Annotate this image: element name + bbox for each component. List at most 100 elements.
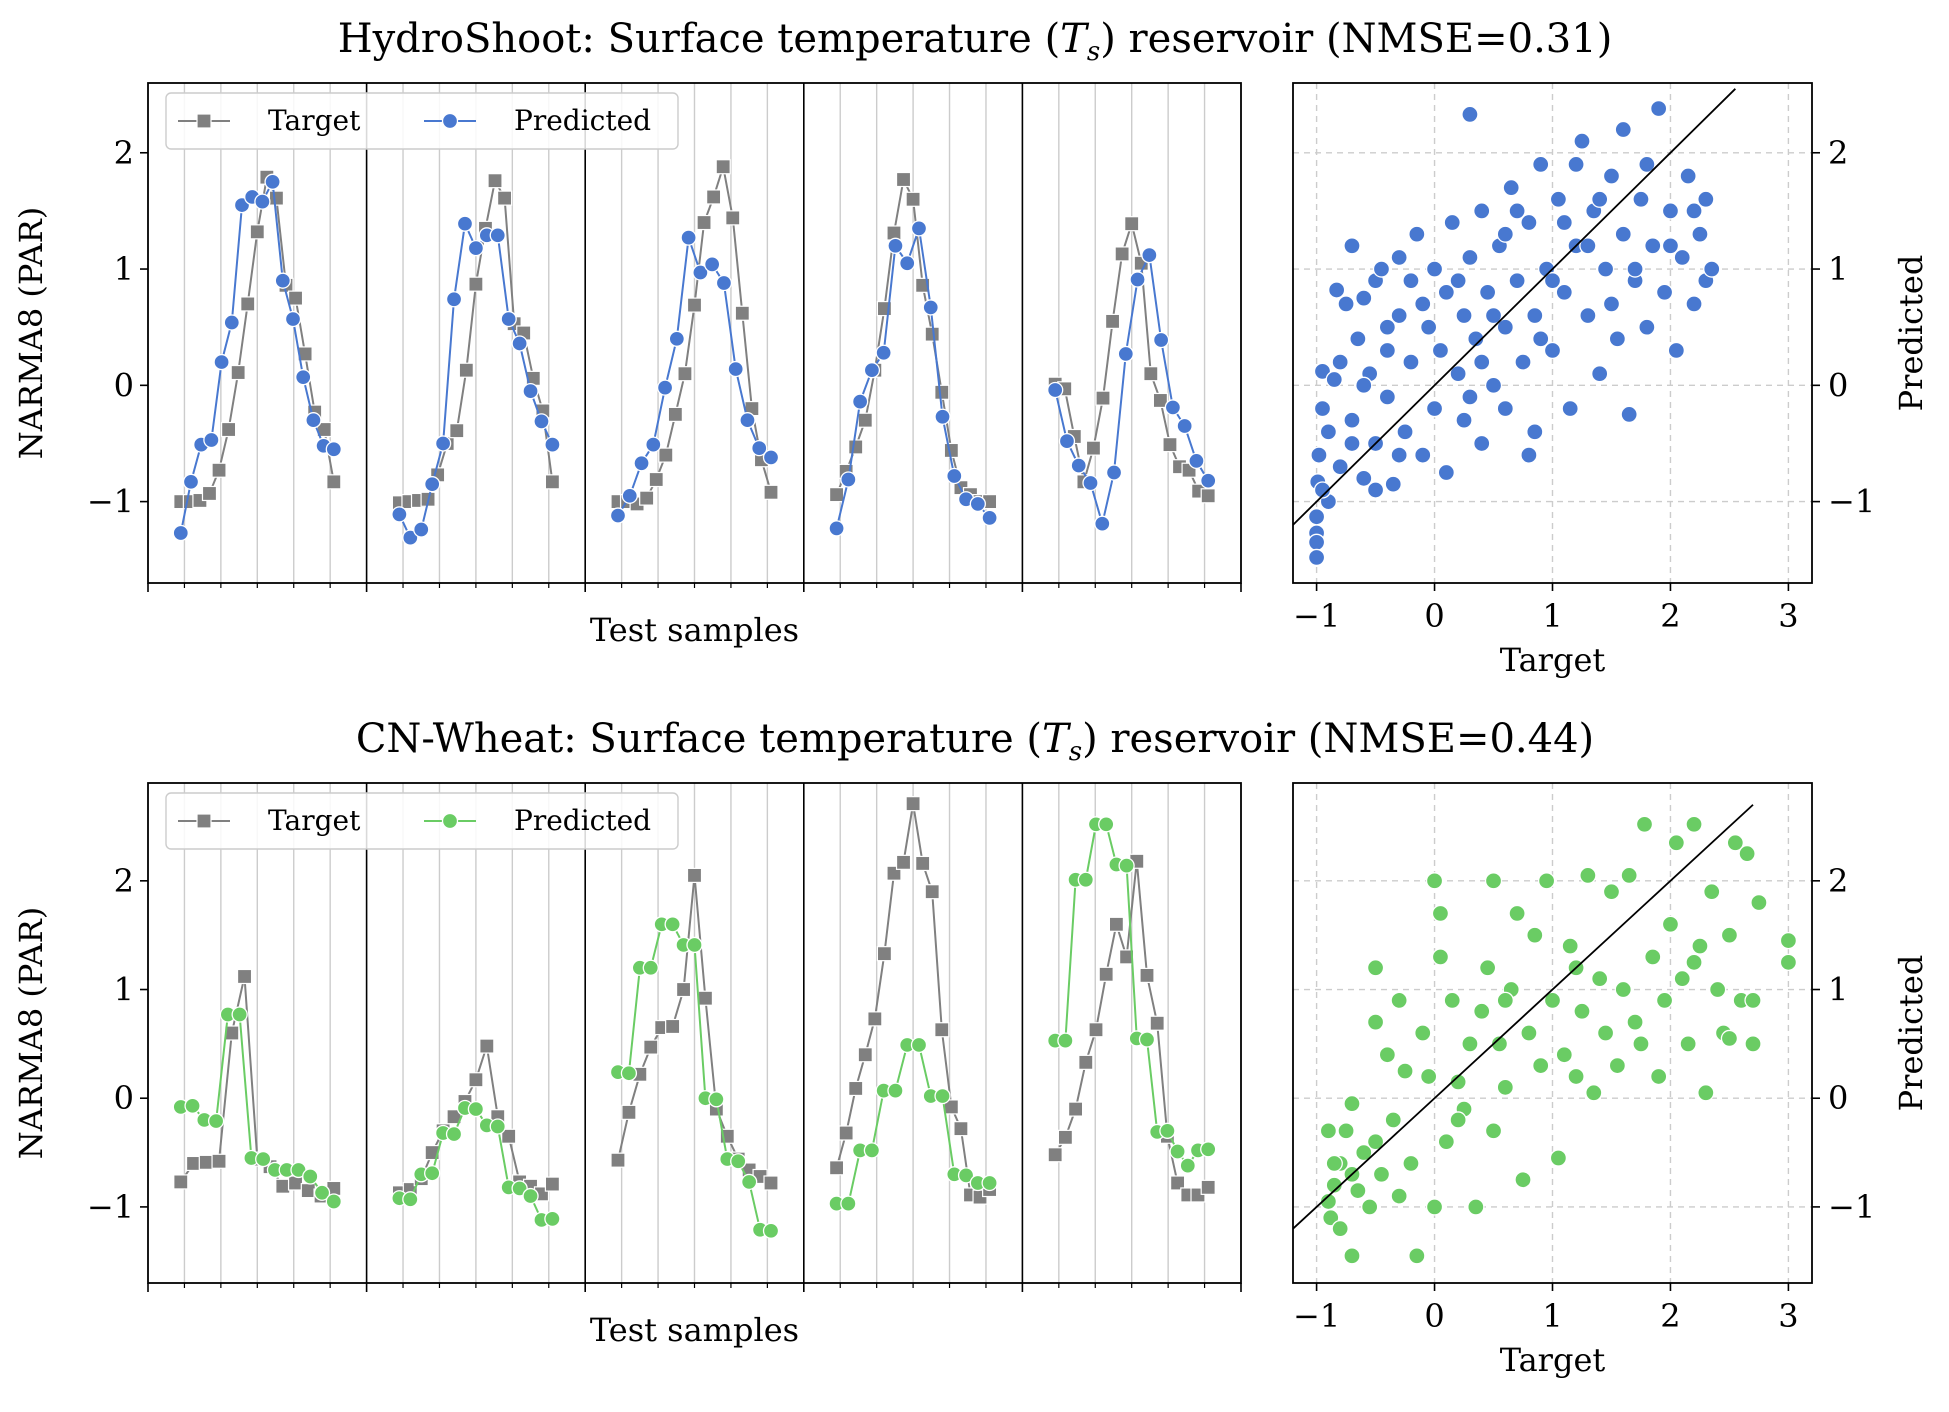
predicted-marker xyxy=(445,1125,463,1143)
predicted-marker xyxy=(500,310,517,328)
predicted-marker xyxy=(1179,1157,1196,1174)
y-tick-label: 2 xyxy=(114,862,134,900)
scatter-point xyxy=(1567,155,1585,174)
target-marker xyxy=(943,442,959,459)
target-marker xyxy=(479,1038,495,1054)
legend-predicted-label: Predicted xyxy=(514,804,651,837)
predicted-marker xyxy=(692,264,709,281)
scatter-point xyxy=(1514,1171,1532,1189)
target-marker xyxy=(221,421,237,438)
scatter-point xyxy=(1319,423,1338,441)
scatter-point xyxy=(1467,1198,1485,1216)
target-marker xyxy=(1143,366,1159,382)
x-axis-label: Test samples xyxy=(590,1311,799,1349)
target-marker xyxy=(211,1153,227,1169)
predicted-marker xyxy=(1169,1143,1186,1160)
predicted-marker xyxy=(910,1036,928,1054)
predicted-marker xyxy=(305,412,322,429)
scatter-point xyxy=(1484,306,1503,325)
scatter-point xyxy=(1567,1067,1585,1086)
scatter-point xyxy=(1667,341,1686,360)
target-marker xyxy=(895,171,912,188)
scatter-point xyxy=(1691,937,1709,955)
target-marker xyxy=(848,439,864,455)
scatter-point xyxy=(1514,353,1532,371)
predicted-marker xyxy=(391,506,408,523)
scatter-point xyxy=(1461,1035,1479,1053)
scatter-point xyxy=(1325,1176,1343,1194)
predicted-marker xyxy=(730,1153,747,1170)
identity-line xyxy=(1292,804,1754,1230)
scatter-point xyxy=(1437,1133,1455,1151)
row-title-cnwheat: CN-Wheat: Surface temperature (Ts) reser… xyxy=(356,716,1594,767)
predicted-marker xyxy=(302,1168,319,1185)
scatter-point xyxy=(1602,295,1621,313)
x-tick-label: 1 xyxy=(1542,597,1562,635)
target-marker xyxy=(1149,1015,1165,1031)
y-tick-label: 1 xyxy=(1828,250,1848,288)
target-marker xyxy=(240,296,256,312)
scatter-point xyxy=(1343,434,1361,453)
y-tick-label: 2 xyxy=(1828,134,1848,172)
scatter-point xyxy=(1532,155,1550,174)
predicted-marker xyxy=(840,471,857,488)
scatter-point xyxy=(1520,213,1538,232)
predicted-marker xyxy=(274,272,291,289)
target-marker xyxy=(1067,1101,1084,1117)
scatter-point xyxy=(1579,866,1597,885)
predicted-marker xyxy=(223,314,240,331)
target-marker xyxy=(287,1175,304,1191)
target-marker xyxy=(621,1104,637,1120)
legend-predicted-marker xyxy=(441,812,459,830)
scatter-point xyxy=(1691,225,1709,243)
scatter-point xyxy=(1378,341,1397,360)
predicted-marker xyxy=(264,173,281,190)
scatter-point xyxy=(1408,225,1426,243)
scatter-point xyxy=(1307,508,1326,526)
target-marker xyxy=(924,884,940,900)
predicted-marker xyxy=(1152,331,1170,349)
scatter-point xyxy=(1455,411,1473,429)
scatter-point xyxy=(1602,167,1621,185)
predicted-marker xyxy=(1200,472,1217,489)
scatter-point xyxy=(1449,365,1467,383)
scatter-point xyxy=(1337,1122,1355,1140)
target-marker xyxy=(665,1018,681,1035)
row-title-hydroshoot: HydroShoot: Surface temperature (Ts) res… xyxy=(338,16,1613,67)
scatter-point xyxy=(1703,883,1721,901)
target-marker xyxy=(763,484,779,500)
target-marker xyxy=(734,305,750,321)
y-tick-label: 0 xyxy=(114,1079,134,1117)
target-marker xyxy=(905,796,921,812)
predicted-marker xyxy=(325,441,342,458)
scatter-point xyxy=(1437,463,1455,482)
scatter-point xyxy=(1396,423,1414,441)
predicted-marker xyxy=(969,495,986,513)
scatter-point xyxy=(1419,318,1438,336)
scatter-point xyxy=(1467,330,1485,348)
scatter-point xyxy=(1614,980,1632,999)
scatter-point xyxy=(1425,872,1444,890)
predicted-marker xyxy=(231,1006,248,1023)
scatter-point xyxy=(1414,295,1432,313)
scatter-panel-hydroshoot: −1 0 1 2 3 −1 0 1 2 Target Predicted xyxy=(1292,82,1930,679)
scatter-point xyxy=(1573,1002,1591,1020)
target-marker xyxy=(828,487,845,503)
target-marker xyxy=(763,1175,779,1191)
predicted-marker xyxy=(1070,457,1087,474)
target-marker xyxy=(715,159,731,175)
scatter-point xyxy=(1632,190,1650,208)
target-marker xyxy=(706,189,722,205)
target-marker xyxy=(639,490,655,506)
scatter-point xyxy=(1378,1046,1397,1064)
y-tick-label: −1 xyxy=(87,1188,134,1226)
predicted-marker xyxy=(255,1150,272,1168)
y-axis-label: Predicted xyxy=(1892,255,1930,412)
target-marker xyxy=(198,1154,214,1170)
y-tick-label: 0 xyxy=(1828,366,1848,404)
scatter-point xyxy=(1478,959,1497,977)
scatter-point xyxy=(1537,872,1556,890)
scatter-point xyxy=(1384,475,1402,493)
scatter-point xyxy=(1402,1154,1420,1173)
